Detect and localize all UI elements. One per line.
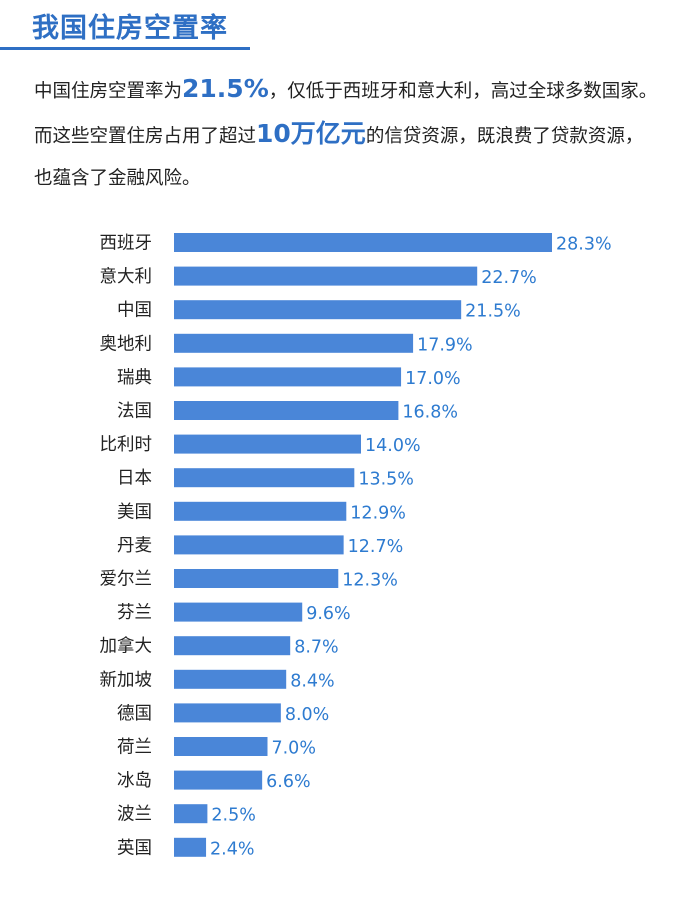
bar-9	[174, 535, 344, 555]
bar-1	[174, 266, 478, 286]
description-highlight-rate: 21.5%	[182, 74, 269, 103]
category-label-7: 日本	[117, 469, 152, 489]
page-title: 我国住房空置率	[32, 13, 228, 44]
category-label-3: 奥地利	[100, 334, 153, 354]
value-label-6: 14.0%	[365, 436, 421, 456]
value-label-10: 12.3%	[342, 571, 398, 591]
value-label-1: 22.7%	[481, 268, 537, 288]
bar-11	[174, 602, 303, 622]
category-label-4: 瑞典	[117, 368, 152, 388]
value-label-3: 17.9%	[417, 335, 473, 355]
value-label-16: 6.6%	[266, 772, 310, 792]
value-label-5: 16.8%	[402, 403, 458, 423]
category-label-1: 意大利	[100, 267, 153, 287]
category-label-12: 加拿大	[100, 636, 153, 657]
category-label-15: 荷兰	[117, 738, 152, 758]
value-label-13: 8.4%	[290, 671, 334, 691]
description-paragraph: 中国住房空置率为21.5%，仅低于西班牙和意大利，高过全球多数国家。而这些空置住…	[34, 68, 659, 200]
vacancy-rate-bar-chart: 西班牙 28.3% 意大利 22.7% 中国 21.5% 奥地利 17.9% 瑞典 17.0% 法国…	[100, 233, 612, 859]
value-label-15: 7.0%	[271, 739, 315, 759]
category-label-14: 德国	[117, 704, 152, 724]
value-label-14: 8.0%	[285, 705, 329, 725]
category-label-17: 波兰	[117, 805, 152, 825]
value-label-9: 12.7%	[348, 537, 404, 557]
bar-8	[174, 501, 347, 521]
category-label-11: 芬兰	[117, 603, 152, 623]
bar-14	[174, 703, 281, 723]
bar-13	[174, 669, 287, 689]
bar-12	[174, 636, 291, 656]
value-label-4: 17.0%	[405, 369, 461, 389]
bar-15	[174, 737, 268, 756]
category-label-16: 冰岛	[117, 771, 152, 791]
value-label-8: 12.9%	[350, 503, 406, 523]
category-label-0: 西班牙	[100, 234, 153, 254]
bar-7	[174, 468, 355, 488]
category-label-8: 美国	[117, 502, 152, 522]
category-label-9: 丹麦	[117, 536, 152, 556]
bar-3	[174, 333, 414, 353]
value-label-18: 2.4%	[210, 839, 254, 859]
description-text-3: 的信贷资源，既浪费了贷款资源，也蕴含了金融风险。	[34, 126, 644, 189]
value-label-0: 28.3%	[556, 235, 612, 255]
category-label-10: 爱尔兰	[100, 570, 153, 590]
category-label-5: 法国	[117, 402, 152, 422]
category-label-2: 中国	[117, 301, 152, 321]
category-label-6: 比利时	[100, 435, 153, 455]
description-highlight-amount: 10万亿元	[256, 119, 366, 148]
bar-5	[174, 401, 399, 420]
bar-6	[174, 434, 361, 454]
value-label-11: 9.6%	[306, 604, 350, 624]
bar-18	[174, 837, 207, 857]
bar-10	[174, 569, 339, 588]
value-label-17: 2.5%	[211, 806, 255, 826]
bar-4	[174, 367, 402, 387]
bar-17	[174, 804, 208, 824]
value-label-7: 13.5%	[358, 470, 414, 490]
bar-0	[174, 233, 552, 252]
description-text-1: 中国住房空置率为	[34, 81, 183, 102]
value-label-12: 8.7%	[294, 638, 338, 658]
title-underline	[0, 47, 250, 50]
bar-16	[174, 770, 263, 790]
bar-2	[174, 300, 462, 320]
description-text-2: ，仅低于西班牙和意大利，高过全球多数国家。而这些空置住房占用了超过	[34, 81, 658, 147]
value-label-2: 21.5%	[465, 302, 521, 322]
category-label-18: 英国	[117, 838, 152, 858]
category-label-13: 新加坡	[100, 670, 153, 690]
